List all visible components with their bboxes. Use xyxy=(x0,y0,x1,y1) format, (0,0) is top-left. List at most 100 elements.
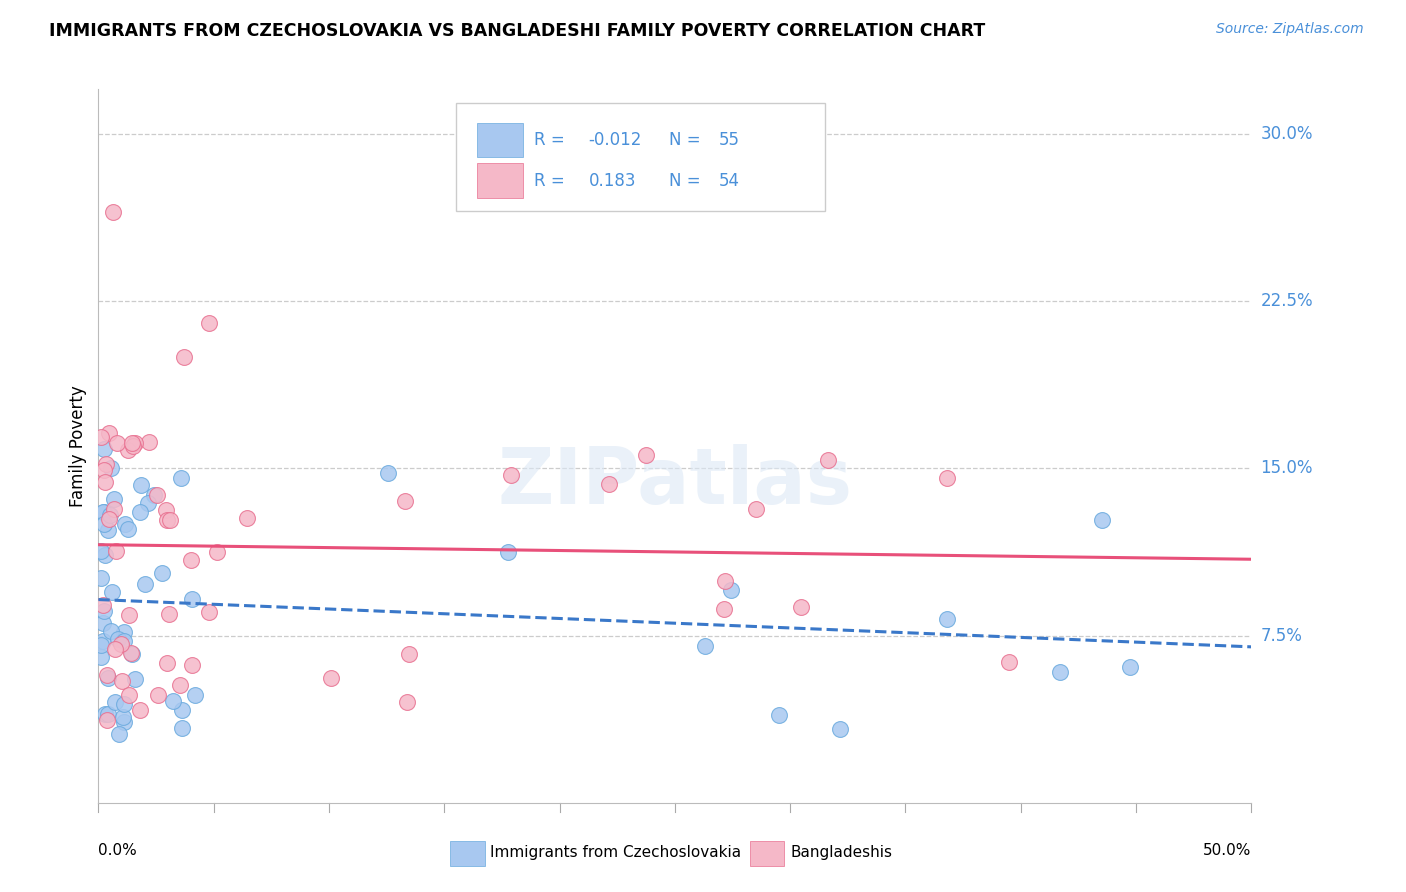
Point xyxy=(134,577,156,591)
Y-axis label: Family Poverty: Family Poverty xyxy=(69,385,87,507)
Point xyxy=(146,689,169,703)
Bar xyxy=(477,163,523,198)
Point xyxy=(100,461,122,475)
Point xyxy=(91,598,114,612)
Text: R =: R = xyxy=(534,131,571,149)
Point xyxy=(93,504,115,518)
Text: Immigrants from Czechoslovakia: Immigrants from Czechoslovakia xyxy=(491,846,741,860)
Point xyxy=(117,442,139,457)
Point xyxy=(96,667,118,681)
Point xyxy=(91,634,114,648)
Point xyxy=(935,471,957,485)
Point xyxy=(129,478,152,492)
Point xyxy=(93,516,115,531)
Point xyxy=(181,657,204,672)
Text: 22.5%: 22.5% xyxy=(1261,292,1313,310)
Point xyxy=(184,688,207,702)
Point xyxy=(118,607,141,622)
Point xyxy=(198,605,221,619)
Point xyxy=(121,647,143,661)
Point xyxy=(112,715,135,730)
Point xyxy=(172,721,194,735)
Point xyxy=(94,475,117,489)
Point xyxy=(110,674,132,689)
Point xyxy=(713,601,735,615)
Point xyxy=(104,544,127,558)
Text: ZIPatlas: ZIPatlas xyxy=(498,443,852,520)
Point xyxy=(377,467,399,481)
Point xyxy=(170,471,193,485)
Point xyxy=(155,502,177,516)
Point xyxy=(112,625,135,640)
Point xyxy=(103,502,125,516)
Point xyxy=(396,695,419,709)
Point xyxy=(156,656,179,670)
Point xyxy=(97,512,120,526)
Point xyxy=(138,435,160,450)
Point xyxy=(1091,513,1114,527)
Point xyxy=(143,488,166,502)
Point xyxy=(720,583,742,598)
Text: R =: R = xyxy=(534,171,571,189)
Point xyxy=(197,316,219,330)
Point xyxy=(1049,665,1071,680)
Point xyxy=(117,522,139,536)
Point xyxy=(103,491,125,506)
Point xyxy=(93,442,115,457)
Point xyxy=(100,585,122,599)
Point xyxy=(162,694,184,708)
Point xyxy=(714,574,737,588)
Text: IMMIGRANTS FROM CZECHOSLOVAKIA VS BANGLADESHI FAMILY POVERTY CORRELATION CHART: IMMIGRANTS FROM CZECHOSLOVAKIA VS BANGLA… xyxy=(49,22,986,40)
Point xyxy=(110,637,132,651)
Point xyxy=(319,671,342,685)
Text: N =: N = xyxy=(669,171,706,189)
Point xyxy=(170,703,193,717)
Point xyxy=(129,505,152,519)
Text: N =: N = xyxy=(669,131,706,149)
Point xyxy=(768,708,790,723)
Text: -0.012: -0.012 xyxy=(589,131,641,149)
Point xyxy=(90,543,112,558)
Point xyxy=(112,634,135,648)
Point xyxy=(93,604,115,618)
Point xyxy=(150,566,173,580)
Point xyxy=(1119,659,1142,673)
Point xyxy=(124,436,146,450)
Point xyxy=(101,204,124,219)
Point xyxy=(695,640,717,654)
Point xyxy=(97,671,120,685)
Point xyxy=(828,722,851,736)
Point xyxy=(124,672,146,686)
Text: 50.0%: 50.0% xyxy=(1204,843,1251,858)
Point xyxy=(93,548,115,562)
Point xyxy=(93,463,115,477)
Point xyxy=(156,513,179,527)
Point xyxy=(107,632,129,647)
Point xyxy=(146,488,169,502)
Point xyxy=(122,439,145,453)
Point xyxy=(790,600,813,615)
Point xyxy=(91,615,114,630)
Text: 0.183: 0.183 xyxy=(589,171,636,189)
Point xyxy=(173,350,195,364)
Point xyxy=(235,511,257,525)
Point xyxy=(935,612,957,626)
Point xyxy=(129,703,152,717)
Point xyxy=(97,706,120,721)
Point xyxy=(398,647,420,661)
Point xyxy=(96,713,118,727)
Point xyxy=(100,624,122,639)
Text: 15.0%: 15.0% xyxy=(1261,459,1313,477)
Point xyxy=(636,448,658,462)
Point xyxy=(108,727,131,741)
Point xyxy=(90,638,112,652)
Point xyxy=(498,545,520,559)
Text: 54: 54 xyxy=(718,171,740,189)
Point xyxy=(157,607,180,622)
Point xyxy=(120,646,142,660)
Point xyxy=(121,436,143,450)
Point xyxy=(105,436,128,450)
Text: 0.0%: 0.0% xyxy=(98,843,138,858)
Point xyxy=(97,524,120,538)
Text: Bangladeshis: Bangladeshis xyxy=(790,846,893,860)
